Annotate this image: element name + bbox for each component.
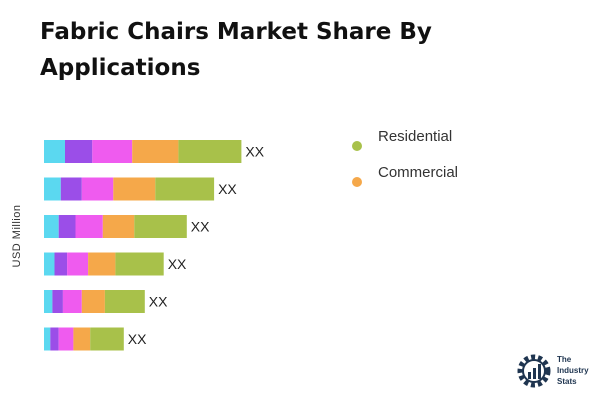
bar-1-segment-3 bbox=[92, 140, 133, 163]
legend-label-residential: Residential bbox=[378, 128, 453, 145]
logo-line-1: The bbox=[557, 355, 572, 364]
logo-line-2: Industry bbox=[557, 366, 589, 375]
bar-3-segment-2 bbox=[58, 215, 76, 238]
gear-chart-icon bbox=[517, 354, 551, 388]
bar-2-value-label: XX bbox=[218, 181, 237, 197]
bar-2-segment-1 bbox=[44, 177, 61, 201]
bar-5-segment-2 bbox=[52, 290, 63, 313]
legend-swatch-residential bbox=[352, 141, 362, 151]
bar-5-value-label: XX bbox=[149, 294, 168, 310]
legend-swatch-commercial bbox=[352, 177, 362, 187]
bar-3-value-label: XX bbox=[191, 219, 210, 235]
bar-2-segment-5 bbox=[155, 177, 215, 201]
bar-4-segment-2 bbox=[54, 252, 68, 276]
bar-4-segment-4 bbox=[88, 252, 116, 276]
bar-1-segment-5 bbox=[178, 140, 242, 163]
bar-4-segment-5 bbox=[115, 252, 164, 276]
bar-6-segment-5 bbox=[90, 327, 124, 351]
bar-6-segment-1 bbox=[44, 327, 51, 351]
bar-4-segment-1 bbox=[44, 252, 55, 276]
bar-2-segment-3 bbox=[81, 177, 114, 201]
logo-line-3: Stats bbox=[557, 377, 577, 386]
bar-3-segment-3 bbox=[75, 215, 103, 238]
logo-text: The Industry Stats bbox=[557, 354, 589, 387]
bar-4-value-label: XX bbox=[168, 256, 187, 272]
bar-2-segment-2 bbox=[60, 177, 82, 201]
bar-6-value-label: XX bbox=[128, 331, 147, 347]
bar-1-segment-2 bbox=[65, 140, 93, 163]
bar-1-value-label: XX bbox=[245, 144, 264, 160]
bar-6-segment-4 bbox=[73, 327, 91, 351]
bar-1-segment-4 bbox=[132, 140, 179, 163]
bar-1-segment-1 bbox=[44, 140, 65, 163]
legend-label-commercial: Commercial bbox=[378, 164, 459, 181]
chart-title: Fabric Chairs Market Share By Applicatio… bbox=[40, 19, 432, 81]
bar-5-segment-5 bbox=[104, 290, 145, 313]
bar-3-segment-4 bbox=[102, 215, 135, 238]
bar-2-segment-4 bbox=[113, 177, 156, 201]
bar-4-segment-3 bbox=[67, 252, 89, 276]
the-industry-stats-logo: The Industry Stats bbox=[515, 352, 595, 392]
bar-3-segment-5 bbox=[134, 215, 187, 238]
bar-3-segment-1 bbox=[44, 215, 59, 238]
bar-5-segment-4 bbox=[81, 290, 105, 313]
bar-5-segment-3 bbox=[62, 290, 82, 313]
bar-5-segment-1 bbox=[44, 290, 53, 313]
bar-6-segment-3 bbox=[58, 327, 74, 351]
bar-6-segment-2 bbox=[50, 327, 59, 351]
